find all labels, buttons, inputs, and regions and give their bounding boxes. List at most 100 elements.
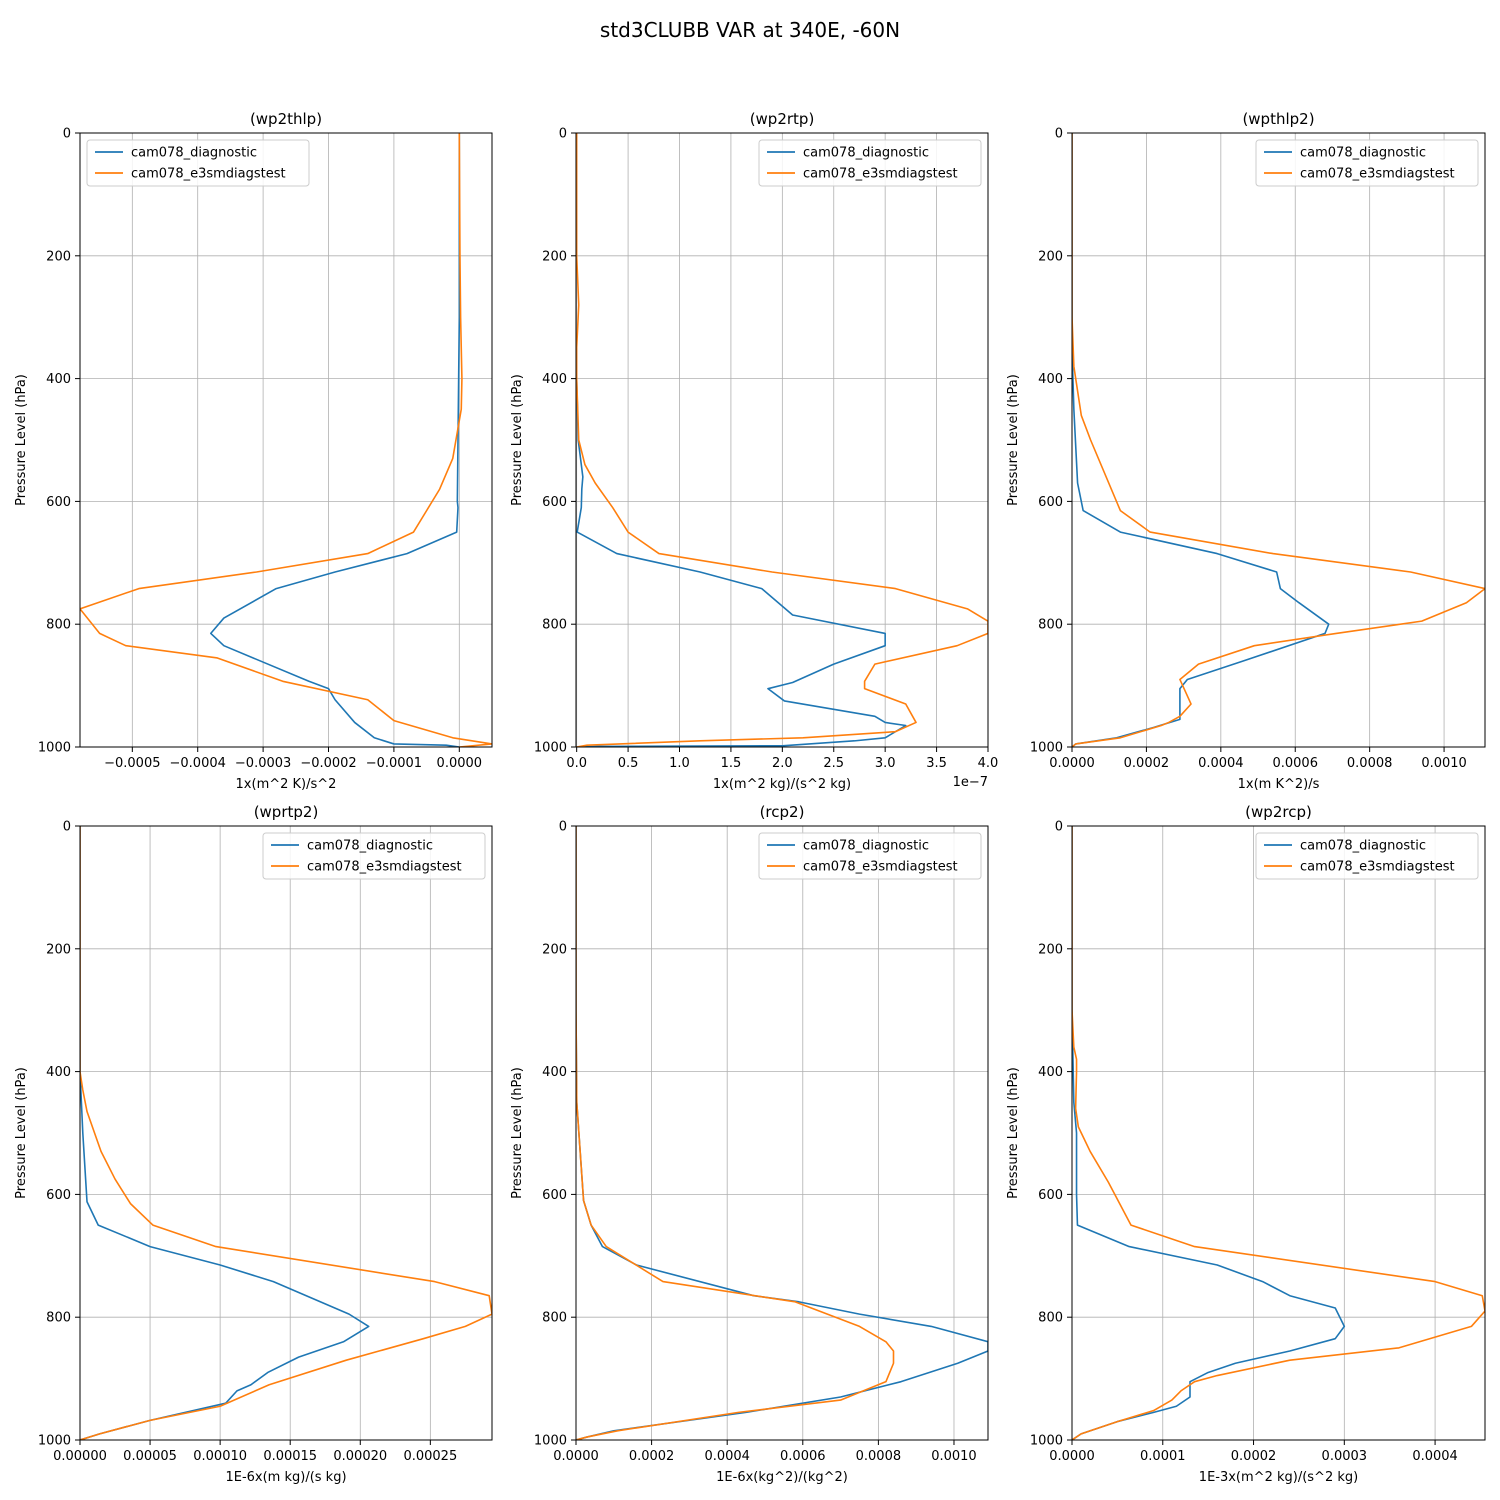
legend-frame bbox=[86, 139, 310, 187]
x-tick-label: 3.5 bbox=[926, 756, 947, 771]
x-tick-label: 2.0 bbox=[772, 756, 793, 771]
x-tick-label: 0.00005 bbox=[123, 1449, 177, 1464]
y-tick-label: 200 bbox=[46, 249, 71, 264]
y-tick-label: 400 bbox=[542, 1065, 567, 1080]
y-axis-label: Pressure Level (hPa) bbox=[14, 374, 29, 506]
x-tick-label: 0.0008 bbox=[856, 1449, 902, 1464]
legend-label: cam078_diagnostic bbox=[131, 146, 257, 161]
x-axis-label: 1x(m^2 K)/s^2 bbox=[236, 777, 337, 792]
y-tick-label: 800 bbox=[542, 618, 567, 633]
x-axis-label: 1x(m^2 kg)/(s^2 kg) bbox=[713, 777, 851, 792]
x-tick-label: 0.0006 bbox=[780, 1449, 826, 1464]
legend-label: cam078_diagnostic bbox=[803, 146, 929, 161]
chart-panel-5: 0.0000 0.0002 0.0004 0.0006 0.0008 0.0010 0 200… bbox=[510, 803, 989, 1485]
y-tick-label: 1000 bbox=[534, 1434, 567, 1449]
axes-frame bbox=[79, 132, 493, 748]
legend: cam078_diagnostic cam078_e3smdiagstest bbox=[758, 139, 982, 187]
y-tick-label: 200 bbox=[542, 942, 567, 957]
panel-title: (wp2thlp) bbox=[250, 110, 322, 128]
y-tick-label: 600 bbox=[1038, 495, 1063, 510]
x-tick-label: 0.0001 bbox=[1140, 1449, 1186, 1464]
y-tick-label: 1000 bbox=[38, 741, 71, 756]
chart-panel-1: −0.0005 −0.0004 −0.0003 −0.0002 −0.0001 0.000… bbox=[14, 110, 493, 792]
y-axis-label: Pressure Level (hPa) bbox=[1006, 1067, 1021, 1199]
y-tick-label: 600 bbox=[46, 495, 71, 510]
x-tick-label: 0.0000 bbox=[1049, 1449, 1095, 1464]
legend-frame bbox=[1255, 139, 1479, 187]
x-tick-label: 0.0000 bbox=[437, 756, 483, 771]
x-tick-label: 0.00000 bbox=[53, 1449, 107, 1464]
series-line-e3smdiagstest bbox=[80, 133, 492, 747]
legend-label: cam078_e3smdiagstest bbox=[307, 860, 462, 875]
series-line-e3smdiagstest bbox=[1072, 133, 1485, 747]
x-tick-label: 0.0006 bbox=[1272, 756, 1318, 771]
series-line-diagnostic bbox=[1072, 826, 1346, 1440]
x-tick-label: 0.00020 bbox=[333, 1449, 387, 1464]
x-tick-label: 0.0010 bbox=[931, 1449, 977, 1464]
legend: cam078_diagnostic cam078_e3smdiagstest bbox=[758, 832, 982, 880]
legend-label: cam078_e3smdiagstest bbox=[1300, 860, 1455, 875]
legend-frame bbox=[758, 832, 982, 880]
x-tick-label: 0.0000 bbox=[553, 1449, 599, 1464]
y-tick-label: 800 bbox=[1038, 1311, 1063, 1326]
y-tick-label: 400 bbox=[1038, 372, 1063, 387]
legend: cam078_diagnostic cam078_e3smdiagstest bbox=[262, 832, 486, 880]
x-tick-label: 0.0 bbox=[566, 756, 587, 771]
legend-label: cam078_diagnostic bbox=[1300, 839, 1426, 854]
panel-title: (rcp2) bbox=[760, 803, 805, 821]
x-tick-label: 0.0000 bbox=[1049, 756, 1095, 771]
legend: cam078_diagnostic cam078_e3smdiagstest bbox=[1255, 832, 1479, 880]
y-tick-label: 800 bbox=[46, 618, 71, 633]
y-axis-label: Pressure Level (hPa) bbox=[510, 1067, 525, 1199]
y-tick-label: 400 bbox=[542, 372, 567, 387]
x-tick-label: 0.0004 bbox=[1412, 1449, 1458, 1464]
panel-title: (wp2rtp) bbox=[750, 110, 815, 128]
y-tick-label: 0 bbox=[63, 820, 71, 835]
series-line-diagnostic bbox=[80, 826, 370, 1440]
series-line-diagnostic bbox=[209, 133, 461, 747]
x-offset-text: 1e−7 bbox=[953, 775, 988, 790]
y-tick-label: 400 bbox=[46, 372, 71, 387]
y-tick-label: 0 bbox=[1055, 820, 1063, 835]
x-tick-label: 0.0010 bbox=[1421, 756, 1467, 771]
series-line-e3smdiagstest bbox=[80, 826, 492, 1440]
axes-frame bbox=[1071, 825, 1486, 1441]
y-tick-label: 1000 bbox=[38, 1434, 71, 1449]
y-tick-label: 200 bbox=[1038, 942, 1063, 957]
chart-panel-3: 0.0000 0.0002 0.0004 0.0006 0.0008 0.0010 0 200… bbox=[1006, 110, 1486, 792]
y-axis-label: Pressure Level (hPa) bbox=[1006, 374, 1021, 506]
y-tick-label: 600 bbox=[46, 1188, 71, 1203]
y-tick-label: 600 bbox=[1038, 1188, 1063, 1203]
x-tick-label: −0.0005 bbox=[104, 756, 160, 771]
y-tick-label: 1000 bbox=[534, 741, 567, 756]
chart-panel-4: 0.00000 0.00005 0.00010 0.00015 0.00020 0.000… bbox=[14, 803, 493, 1485]
panel-title: (wprtp2) bbox=[254, 803, 319, 821]
x-tick-label: 4.0 bbox=[978, 756, 999, 771]
x-tick-label: 0.00015 bbox=[263, 1449, 317, 1464]
x-tick-label: 0.00010 bbox=[193, 1449, 247, 1464]
y-tick-label: 200 bbox=[46, 942, 71, 957]
legend: cam078_diagnostic cam078_e3smdiagstest bbox=[86, 139, 310, 187]
series-line-e3smdiagstest bbox=[576, 133, 988, 747]
y-axis-label: Pressure Level (hPa) bbox=[14, 1067, 29, 1199]
legend-frame bbox=[1255, 832, 1479, 880]
legend-label: cam078_diagnostic bbox=[1300, 146, 1426, 161]
x-tick-label: 0.0003 bbox=[1322, 1449, 1368, 1464]
x-axis-label: 1E-6x(m kg)/(s kg) bbox=[225, 1470, 346, 1485]
axes-frame bbox=[1071, 132, 1486, 748]
x-tick-label: 0.0004 bbox=[1198, 756, 1244, 771]
y-tick-label: 400 bbox=[1038, 1065, 1063, 1080]
series-line-e3smdiagstest bbox=[576, 826, 895, 1440]
y-tick-label: 0 bbox=[559, 127, 567, 142]
x-axis-label: 1x(m K^2)/s bbox=[1238, 777, 1320, 792]
legend-frame bbox=[262, 832, 486, 880]
legend-label: cam078_diagnostic bbox=[803, 839, 929, 854]
legend-label: cam078_diagnostic bbox=[307, 839, 433, 854]
figure-suptitle: std3CLUBB VAR at 340E, -60N bbox=[600, 18, 900, 42]
chart-panel-2: 0.0 0.5 1.0 1.5 2.0 2.5 3.0 3.5 4.0 0 200 400 600 800… bbox=[510, 110, 998, 792]
legend-label: cam078_e3smdiagstest bbox=[803, 167, 958, 182]
y-tick-label: 1000 bbox=[1030, 1434, 1063, 1449]
x-tick-label: 0.0002 bbox=[1124, 756, 1170, 771]
